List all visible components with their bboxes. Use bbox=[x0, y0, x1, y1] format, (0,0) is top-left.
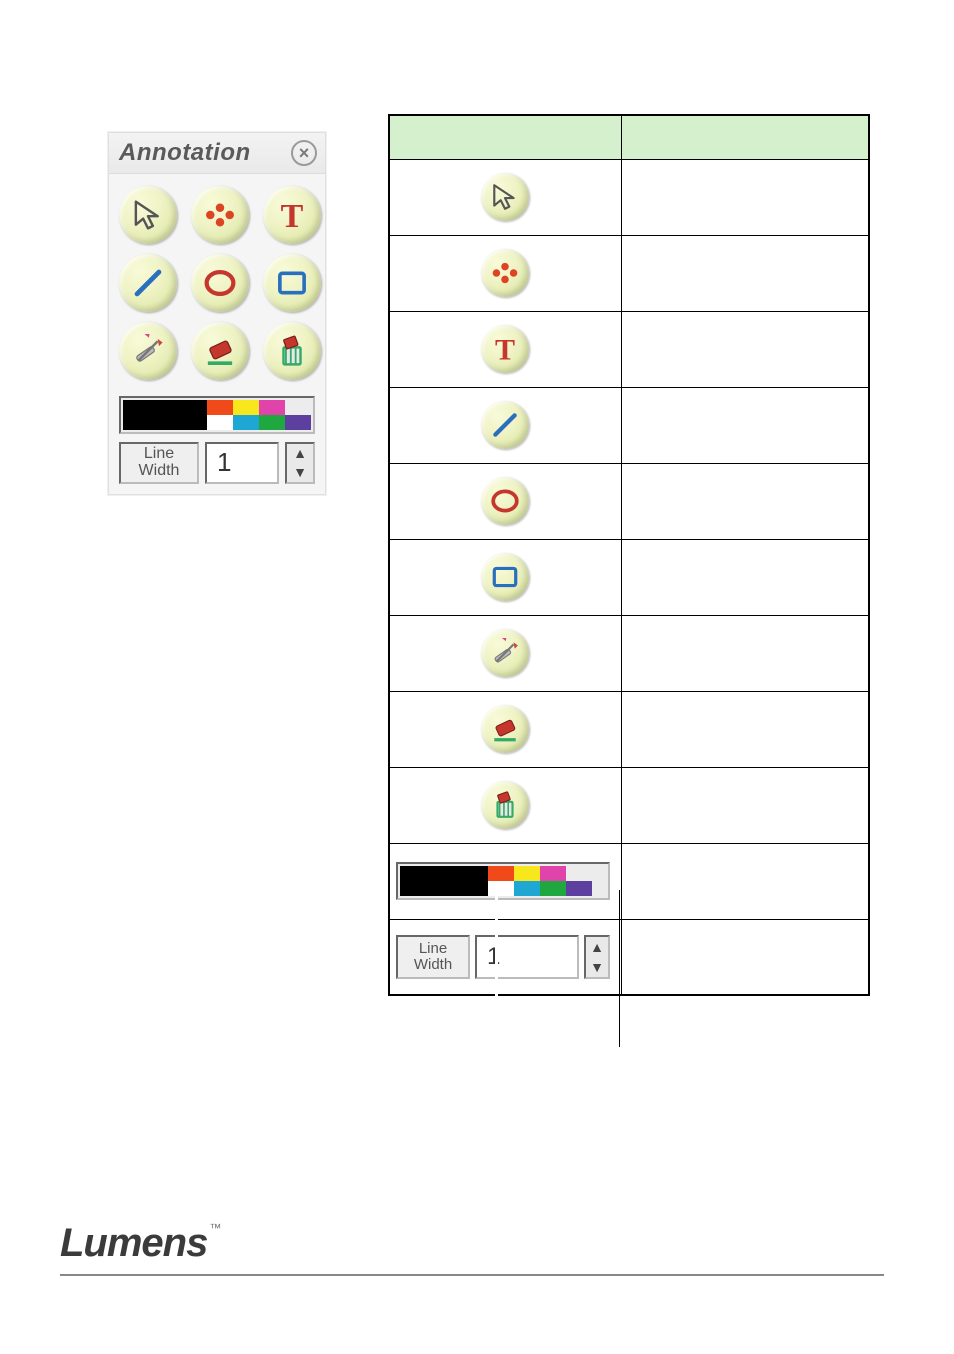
laser-dots-icon bbox=[203, 198, 237, 232]
close-icon[interactable]: × bbox=[291, 140, 317, 166]
line-width-control: Line Width 1 ▲ ▼ bbox=[396, 935, 610, 979]
color-swatch[interactable] bbox=[207, 400, 233, 415]
table-row bbox=[389, 539, 869, 615]
eraser-icon bbox=[203, 334, 237, 368]
rectangle-icon bbox=[481, 553, 529, 601]
spinner-down-icon: ▼ bbox=[586, 957, 608, 977]
table-row bbox=[389, 159, 869, 235]
eraser-icon bbox=[481, 705, 529, 753]
current-color-swatch[interactable] bbox=[123, 400, 207, 430]
text-icon bbox=[481, 325, 529, 373]
color-swatch[interactable] bbox=[259, 415, 285, 430]
color-swatches[interactable] bbox=[119, 396, 315, 434]
table-desc-cell bbox=[621, 843, 869, 919]
footer-divider bbox=[60, 1274, 884, 1276]
color-swatch[interactable] bbox=[285, 400, 311, 415]
eraser-tool-button[interactable] bbox=[191, 322, 249, 380]
color-swatch[interactable] bbox=[259, 400, 285, 415]
color-swatch bbox=[514, 881, 540, 896]
table-desc-cell bbox=[621, 235, 869, 311]
table-desc-cell bbox=[621, 767, 869, 843]
table-desc-cell bbox=[621, 159, 869, 235]
color-swatch[interactable] bbox=[207, 415, 233, 430]
line-width-spinner[interactable]: ▲ ▼ bbox=[285, 442, 315, 484]
table-row bbox=[389, 463, 869, 539]
line-width-label: Line Width bbox=[396, 935, 470, 979]
table-row: Line Width 1 ▲ ▼ bbox=[389, 919, 869, 995]
table-row bbox=[389, 235, 869, 311]
color-swatch bbox=[566, 881, 592, 896]
table-desc-cell bbox=[621, 463, 869, 539]
line-width-control: Line Width 1 ▲ ▼ bbox=[119, 442, 315, 484]
annotation-title: Annotation bbox=[119, 139, 251, 167]
annotation-titlebar: Annotation × bbox=[109, 133, 325, 174]
text-icon bbox=[275, 198, 309, 232]
table-desc-cell bbox=[621, 311, 869, 387]
line-tool-button[interactable] bbox=[119, 254, 177, 312]
line-icon bbox=[481, 401, 529, 449]
line-width-spinner: ▲ ▼ bbox=[584, 935, 610, 979]
pointer-icon bbox=[481, 173, 529, 221]
pointer-tool-button[interactable] bbox=[119, 186, 177, 244]
freehand-pencil-icon bbox=[481, 629, 529, 677]
color-swatches bbox=[396, 862, 610, 900]
page: Annotation × bbox=[0, 0, 954, 1354]
laser-tool-button[interactable] bbox=[191, 186, 249, 244]
brand-logo: Lumens™ bbox=[60, 1221, 220, 1266]
ellipse-icon bbox=[481, 477, 529, 525]
table-row bbox=[389, 615, 869, 691]
clear-tool-button[interactable] bbox=[263, 322, 321, 380]
color-swatch[interactable] bbox=[233, 400, 259, 415]
color-swatch bbox=[540, 881, 566, 896]
spinner-down-icon[interactable]: ▼ bbox=[287, 463, 313, 482]
rectangle-tool-button[interactable] bbox=[263, 254, 321, 312]
tool-grid bbox=[109, 174, 325, 390]
table-desc-cell bbox=[621, 539, 869, 615]
color-swatch bbox=[488, 866, 514, 881]
clear-all-icon bbox=[481, 781, 529, 829]
color-swatch bbox=[566, 866, 592, 881]
line-width-label: Line Width bbox=[119, 442, 199, 484]
table-wide-col-divider bbox=[619, 890, 620, 1047]
annotation-panel: Annotation × bbox=[108, 132, 326, 495]
table-row bbox=[389, 843, 869, 919]
freehand-tool-button[interactable] bbox=[119, 322, 177, 380]
color-swatch[interactable] bbox=[233, 415, 259, 430]
clear-all-icon bbox=[275, 334, 309, 368]
table-mask bbox=[495, 892, 498, 1045]
color-swatch bbox=[540, 866, 566, 881]
table-desc-cell bbox=[621, 919, 869, 995]
rectangle-icon bbox=[275, 266, 309, 300]
ellipse-tool-button[interactable] bbox=[191, 254, 249, 312]
current-color-swatch bbox=[400, 866, 488, 896]
ellipse-icon bbox=[203, 266, 237, 300]
table-header-desc bbox=[621, 115, 869, 159]
color-swatch bbox=[514, 866, 540, 881]
table-row bbox=[389, 767, 869, 843]
table-row bbox=[389, 387, 869, 463]
table-row bbox=[389, 691, 869, 767]
line-width-input[interactable]: 1 bbox=[205, 442, 279, 484]
table-header-row bbox=[389, 115, 869, 159]
color-swatch[interactable] bbox=[285, 415, 311, 430]
table-header-icon bbox=[389, 115, 621, 159]
table-desc-cell bbox=[621, 691, 869, 767]
color-swatch bbox=[488, 881, 514, 896]
table-row bbox=[389, 311, 869, 387]
spinner-up-icon[interactable]: ▲ bbox=[287, 444, 313, 463]
line-icon bbox=[131, 266, 165, 300]
table-desc-cell bbox=[621, 615, 869, 691]
text-tool-button[interactable] bbox=[263, 186, 321, 244]
spinner-up-icon: ▲ bbox=[586, 937, 608, 957]
line-width-input: 1 bbox=[475, 935, 579, 979]
table-desc-cell bbox=[621, 387, 869, 463]
laser-dots-icon bbox=[481, 249, 529, 297]
freehand-pencil-icon bbox=[131, 334, 165, 368]
pointer-icon bbox=[131, 198, 165, 232]
tool-description-table: Line Width 1 ▲ ▼ bbox=[388, 114, 870, 996]
